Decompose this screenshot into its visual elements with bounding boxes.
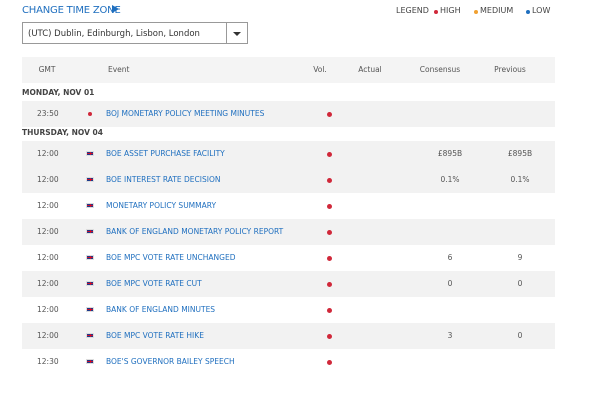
select-button[interactable] — [226, 23, 248, 43]
consensus: 6 — [447, 253, 453, 262]
row-background — [22, 167, 555, 193]
legend-dot — [474, 10, 478, 14]
time-zone-value[interactable]: (UTC) Dublin, Edinburgh, Lisbon, London — [28, 29, 200, 39]
flag-uk — [86, 307, 94, 312]
arrow-icon[interactable] — [112, 5, 119, 13]
legend-low: LOW — [532, 6, 551, 15]
legend-dot — [434, 10, 438, 14]
volatility-high — [327, 152, 332, 157]
time: 12:00 — [37, 253, 59, 262]
previous: 0 — [517, 279, 523, 288]
event-link[interactable]: BOE'S GOVERNOR BAILEY SPEECH — [106, 357, 235, 366]
column-header: Consensus — [419, 65, 461, 74]
time: 12:00 — [37, 149, 59, 158]
volatility-high — [327, 256, 332, 261]
time-zone-select[interactable] — [22, 22, 248, 44]
row-background — [22, 141, 555, 167]
event-link[interactable]: MONETARY POLICY SUMMARY — [106, 201, 217, 210]
volatility-high — [327, 282, 332, 287]
legend-dot — [526, 10, 530, 14]
flag-uk — [86, 281, 94, 286]
flag-uk — [86, 359, 94, 364]
volatility-high — [327, 334, 332, 339]
time: 12:00 — [37, 331, 59, 340]
caret-icon[interactable] — [233, 32, 241, 36]
legend-high: HIGH — [440, 6, 461, 15]
previous: 0 — [517, 331, 523, 340]
row-background — [22, 219, 555, 245]
column-header: Vol. — [313, 65, 327, 74]
volatility-high — [327, 230, 332, 235]
time: 12:00 — [37, 305, 59, 314]
time: 12:00 — [37, 279, 59, 288]
volatility-high — [327, 112, 332, 117]
time: 12:30 — [37, 357, 59, 366]
flag-uk — [86, 255, 94, 260]
legend-medium: MEDIUM — [480, 6, 514, 15]
event-link[interactable]: BANK OF ENGLAND MINUTES — [106, 305, 216, 314]
column-header: Event — [108, 65, 130, 74]
event-link[interactable]: BOJ MONETARY POLICY MEETING MINUTES — [106, 109, 265, 118]
consensus: 0 — [447, 279, 453, 288]
volatility-high — [327, 204, 332, 209]
previous: £895B — [507, 149, 533, 158]
table-header — [22, 57, 555, 83]
flag-uk — [86, 151, 94, 156]
volatility-high — [327, 308, 332, 313]
flag-uk — [86, 203, 94, 208]
change-time-zone[interactable]: CHANGE TIME ZONE — [22, 5, 121, 16]
time: 12:00 — [37, 227, 59, 236]
time: 12:00 — [37, 201, 59, 210]
volatility-high — [327, 360, 332, 365]
volatility-high — [327, 178, 332, 183]
time: 12:00 — [37, 175, 59, 184]
event-link[interactable]: BOE MPC VOTE RATE CUT — [106, 279, 202, 288]
row-background — [22, 323, 555, 349]
column-header: Previous — [494, 65, 526, 74]
row-background — [22, 271, 555, 297]
column-header: GMT — [38, 65, 56, 74]
previous: 9 — [517, 253, 523, 262]
event-link[interactable]: BOE ASSET PURCHASE FACILITY — [106, 149, 225, 158]
event-link[interactable]: BOE INTEREST RATE DECISION — [106, 175, 221, 184]
event-link[interactable]: BOE MPC VOTE RATE UNCHANGED — [106, 253, 236, 262]
previous: 0.1% — [510, 175, 530, 184]
column-header: Actual — [358, 65, 382, 74]
date-heading: MONDAY, NOV 01 — [22, 88, 95, 97]
legend-title: LEGEND — [396, 6, 429, 15]
time: 23:50 — [37, 109, 59, 118]
event-link[interactable]: BOE MPC VOTE RATE HIKE — [106, 331, 204, 340]
consensus: 0.1% — [440, 175, 460, 184]
flag-jp — [88, 112, 92, 116]
flag-uk — [86, 333, 94, 338]
consensus: £895B — [437, 149, 463, 158]
flag-uk — [86, 177, 94, 182]
event-link[interactable]: BANK OF ENGLAND MONETARY POLICY REPORT — [106, 227, 284, 236]
row-background — [22, 101, 555, 127]
date-heading: THURSDAY, NOV 04 — [22, 128, 103, 137]
flag-uk — [86, 229, 94, 234]
consensus: 3 — [447, 331, 453, 340]
